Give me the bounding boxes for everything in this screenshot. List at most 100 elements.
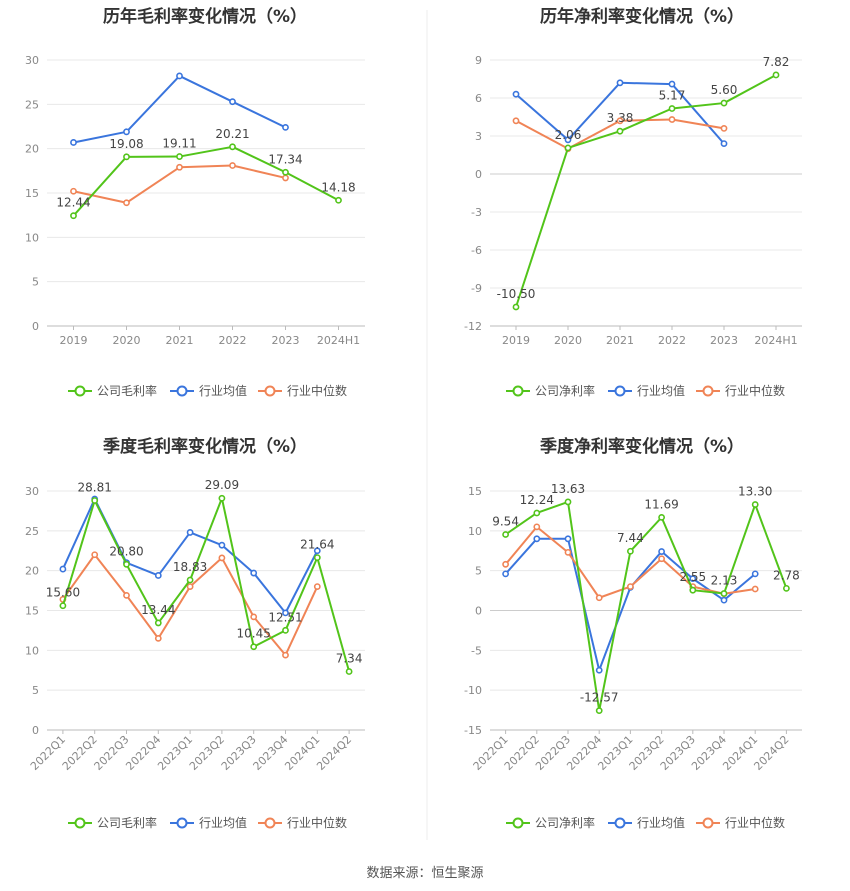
annual-net-legend-company-label: 公司净利率	[535, 383, 595, 398]
annual-gross-data-label: 19.08	[109, 137, 143, 151]
quarterly-net-company-point	[533, 509, 541, 517]
quarterly-gross-company-point	[250, 643, 258, 651]
annual-net-industry_median-point	[668, 116, 676, 123]
quarterly-gross-company-point	[345, 668, 353, 675]
quarterly-net-legend-company-swatch-marker	[512, 817, 524, 829]
quarterly-gross-industry_avg-point	[218, 541, 226, 549]
quarterly-net-y-tick-label: 0	[475, 605, 482, 618]
quarterly-net-industry_avg-point	[689, 575, 697, 583]
quarterly-gross-y-tick-label: 20	[25, 565, 39, 578]
annual-net-data-label: 3.38	[607, 111, 634, 125]
annual-net-x-tick-label: 2024H1	[754, 334, 797, 347]
annual-gross-y-tick-label: 25	[25, 98, 39, 111]
quarterly-gross-industry_avg-point	[282, 609, 289, 617]
annual-net-industry_avg-point	[564, 136, 572, 144]
quarterly-gross-industry_median-point	[91, 551, 99, 559]
annual-gross-company-point	[335, 196, 342, 204]
annual-gross-data-label: 20.21	[215, 127, 249, 141]
annual-gross-industry_avg-line	[73, 74, 286, 144]
quarterly-gross-data-label: 7.34	[336, 652, 363, 666]
quarterly-net-industry_avg-point	[595, 666, 603, 674]
annual-net-title: 历年净利率变化情况（%）	[540, 6, 744, 27]
quarterly-gross-y-tick-label: 5	[32, 684, 39, 697]
quarterly-net-data-label: 2.78	[773, 568, 800, 582]
annual-gross-legend-industry_median-swatch-marker	[264, 385, 276, 397]
annual-net-company-point	[616, 127, 624, 135]
annual-net-company-line	[515, 74, 777, 308]
annual-net-y-tick-label: -9	[471, 282, 482, 295]
quarterly-net-company-point	[595, 707, 603, 715]
annual-gross-x-tick-label: 2022	[219, 334, 247, 347]
quarterly-net-company-point	[627, 547, 634, 555]
annual-gross-x-tick-label: 2023	[272, 334, 300, 347]
quarterly-gross-industry_avg-point	[186, 529, 194, 536]
annual-gross-industry_median-line	[73, 164, 286, 204]
quarterly-net-company-point	[658, 513, 665, 521]
annual-net-y-tick-label: -6	[471, 244, 482, 257]
quarterly-gross-y-tick-label: 25	[25, 525, 39, 538]
annual-gross-company-line	[72, 145, 339, 217]
annual-net-y-tick-label: 9	[475, 54, 482, 67]
annual-net-legend-industry_median-label: 行业中位数	[725, 383, 785, 398]
annual-net-x-tick-label: 2023	[710, 334, 738, 347]
quarterly-net-title: 季度净利率变化情况（%）	[540, 436, 744, 457]
quarterly-gross-company-point	[313, 554, 321, 562]
quarterly-net-legend-industry_median-swatch-marker	[702, 817, 714, 829]
annual-gross-company-point	[123, 153, 130, 161]
quarterly-gross-industry_avg-line	[61, 497, 319, 614]
quarterly-gross-data-label: 13.44	[141, 603, 175, 617]
quarterly-net-industry_median-point	[595, 594, 603, 602]
quarterly-gross-company-point	[282, 626, 289, 634]
annual-net-x-tick-label: 2022	[658, 334, 686, 347]
annual-gross-industry_avg-point	[123, 128, 130, 136]
quarterly-net-industry_avg-point	[502, 570, 509, 578]
annual-net-company-point	[512, 303, 520, 311]
quarterly-net-data-label: 12.24	[520, 493, 554, 507]
annual-gross-industry_median-point	[229, 162, 236, 169]
annual-gross-x-tick-label: 2020	[113, 334, 141, 347]
annual-net-y-tick-label: 6	[475, 92, 482, 105]
annual-net-industry_median-point	[720, 124, 728, 132]
quarterly-net-industry_avg-point	[533, 535, 541, 543]
quarterly-net-y-tick-label: -15	[464, 724, 482, 737]
quarterly-net-data-label: 13.30	[738, 485, 772, 499]
quarterly-net-legend-industry_median-label: 行业中位数	[725, 815, 785, 830]
annual-gross-industry_avg-point	[229, 98, 236, 106]
annual-net-company-point	[564, 144, 572, 152]
annual-gross-company-point	[176, 153, 183, 160]
quarterly-gross-industry_median-point	[123, 591, 130, 599]
quarterly-net-data-label: 9.54	[492, 514, 519, 528]
quarterly-net-data-label: 2.55	[679, 570, 706, 584]
annual-gross-industry_avg-point	[282, 123, 289, 131]
annual-gross-y-tick-label: 20	[25, 143, 39, 156]
quarterly-gross-legend-industry_median-label: 行业中位数	[287, 815, 347, 830]
annual-net-x-tick-label: 2021	[606, 334, 634, 347]
quarterly-net-data-label: 2.13	[711, 574, 738, 588]
quarterly-gross-legend-company-swatch-marker	[74, 817, 86, 829]
annual-gross-legend-industry_median-label: 行业中位数	[287, 383, 347, 398]
quarterly-net-y-tick-label: 10	[468, 525, 482, 538]
annual-net-data-label: 5.60	[711, 83, 738, 97]
annual-gross-y-tick-label: 30	[25, 54, 39, 67]
annual-net-industry_avg-point	[720, 140, 728, 147]
quarterly-net-company-point	[564, 498, 572, 506]
quarterly-gross-industry_median-point	[250, 613, 258, 621]
quarterly-net-industry_median-point	[627, 583, 634, 590]
quarterly-gross-x-tick-label: 2024Q2	[314, 733, 354, 773]
quarterly-net-legend-company-label: 公司净利率	[535, 815, 595, 830]
annual-net-y-tick-label: -3	[471, 206, 482, 219]
annual-gross-industry_median-point	[123, 199, 130, 207]
quarterly-gross-legend-industry_median-swatch-marker	[264, 817, 276, 829]
quarterly-net-industry_avg-point	[720, 596, 728, 604]
annual-gross-data-label: 14.18	[321, 180, 355, 194]
quarterly-net-industry_median-point	[751, 585, 759, 593]
quarterly-net-industry_median-point	[658, 555, 665, 563]
annual-net-industry_avg-point	[512, 90, 520, 98]
annual-net-data-label: 5.17	[659, 89, 686, 103]
quarterly-net-company-point	[502, 531, 509, 538]
quarterly-gross-company-point	[91, 497, 99, 504]
annual-net-company-point	[668, 105, 676, 112]
annual-net-data-label: 7.82	[763, 55, 790, 69]
annual-gross-title: 历年毛利率变化情况（%）	[103, 6, 307, 27]
